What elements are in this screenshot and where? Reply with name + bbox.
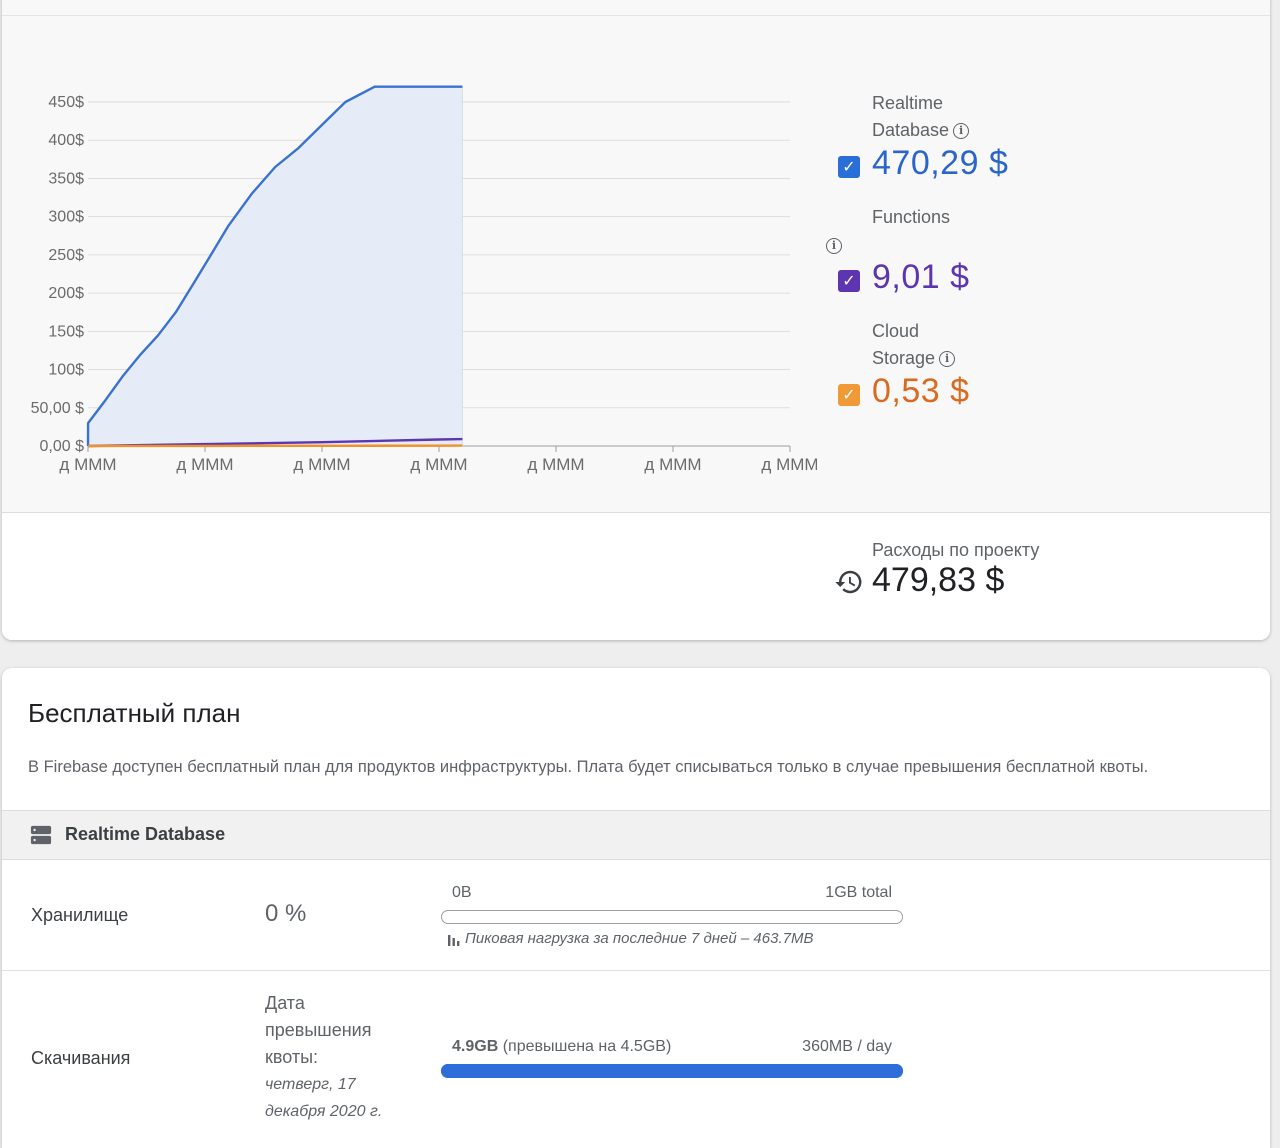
storage-label: Хранилище <box>31 905 128 926</box>
storage-progress-bar <box>441 910 903 924</box>
y-tick-label: 100$ <box>48 362 84 379</box>
peak-load-text: Пиковая нагрузка за последние 7 дней – 4… <box>465 930 813 947</box>
realtime-database-checkbox[interactable]: ✓ <box>838 156 860 178</box>
x-tick-label: д МММ <box>761 455 818 474</box>
downloads-usage: 4.9GB (превышена на 4.5GB) <box>452 1038 671 1056</box>
legend-label-functions: Functions <box>872 204 950 231</box>
y-tick-label: 350$ <box>48 170 84 187</box>
x-tick-label: д МММ <box>59 455 116 474</box>
x-tick-label: д МММ <box>644 455 701 474</box>
cost-chart: 0,00 $ 50,00 $ 100$ 150$ 200$ 250$ 300$ 350$ 400… <box>2 0 1270 512</box>
storage-percent: 0 % <box>265 900 306 928</box>
y-tick-label: 50,00 $ <box>31 400 84 417</box>
y-tick-label: 0,00 $ <box>40 438 85 455</box>
y-tick-label: 250$ <box>48 247 84 264</box>
downloads-progress-bar <box>441 1064 903 1078</box>
free-plan-description: В Firebase доступен бесплатный план для … <box>28 758 1148 777</box>
chart-clip <box>817 445 847 485</box>
downloads-label: Скачивания <box>31 1048 130 1069</box>
project-total-value: 479,83 $ <box>872 561 1004 600</box>
x-tick-label: д МММ <box>410 455 467 474</box>
realtime-database-cost: 470,29 $ <box>872 144 1008 183</box>
cloud-storage-checkbox[interactable]: ✓ <box>838 384 860 406</box>
x-tick-label: д МММ <box>176 455 233 474</box>
project-total-label: Расходы по проекту <box>872 540 1039 561</box>
section-title: Realtime Database <box>65 824 225 845</box>
free-plan-title: Бесплатный план <box>28 698 240 729</box>
quota-exceeded-date: четверг, 17 декабря 2020 г. <box>265 1071 382 1125</box>
cost-card: 0,00 $ 50,00 $ 100$ 150$ 200$ 250$ 300$ 350$ 400… <box>2 0 1270 640</box>
y-tick-label: 400$ <box>48 132 84 149</box>
database-icon <box>30 824 52 846</box>
downloads-progress-fill <box>441 1064 903 1078</box>
y-tick-label: 200$ <box>48 285 84 302</box>
y-tick-label: 300$ <box>48 209 84 226</box>
x-tick-label: д МММ <box>527 455 584 474</box>
history-icon[interactable] <box>834 567 864 597</box>
info-icon[interactable]: i <box>939 351 955 367</box>
free-plan-card: Бесплатный план В Firebase доступен бесп… <box>2 668 1270 1148</box>
downloads-limit: 360MB / day <box>702 1038 892 1056</box>
info-icon[interactable]: i <box>826 238 842 254</box>
storage-bar-max: 1GB total <box>702 884 892 902</box>
storage-bar-min: 0B <box>452 884 472 902</box>
y-tick-label: 150$ <box>48 323 84 340</box>
bar-chart-icon <box>447 932 461 946</box>
realtime-database-section-header: Realtime Database <box>2 810 1270 860</box>
functions-cost: 9,01 $ <box>872 258 970 297</box>
info-icon[interactable]: i <box>953 123 969 139</box>
y-tick-label: 450$ <box>48 94 84 111</box>
quota-exceeded-label: Дата превышения квоты: <box>265 990 371 1071</box>
row-divider <box>2 970 1270 971</box>
x-tick-label: д МММ <box>293 455 350 474</box>
functions-checkbox[interactable]: ✓ <box>838 270 860 292</box>
project-total-area: Расходы по проекту 479,83 $ <box>2 513 1270 640</box>
cloud-storage-cost: 0,53 $ <box>872 372 970 411</box>
